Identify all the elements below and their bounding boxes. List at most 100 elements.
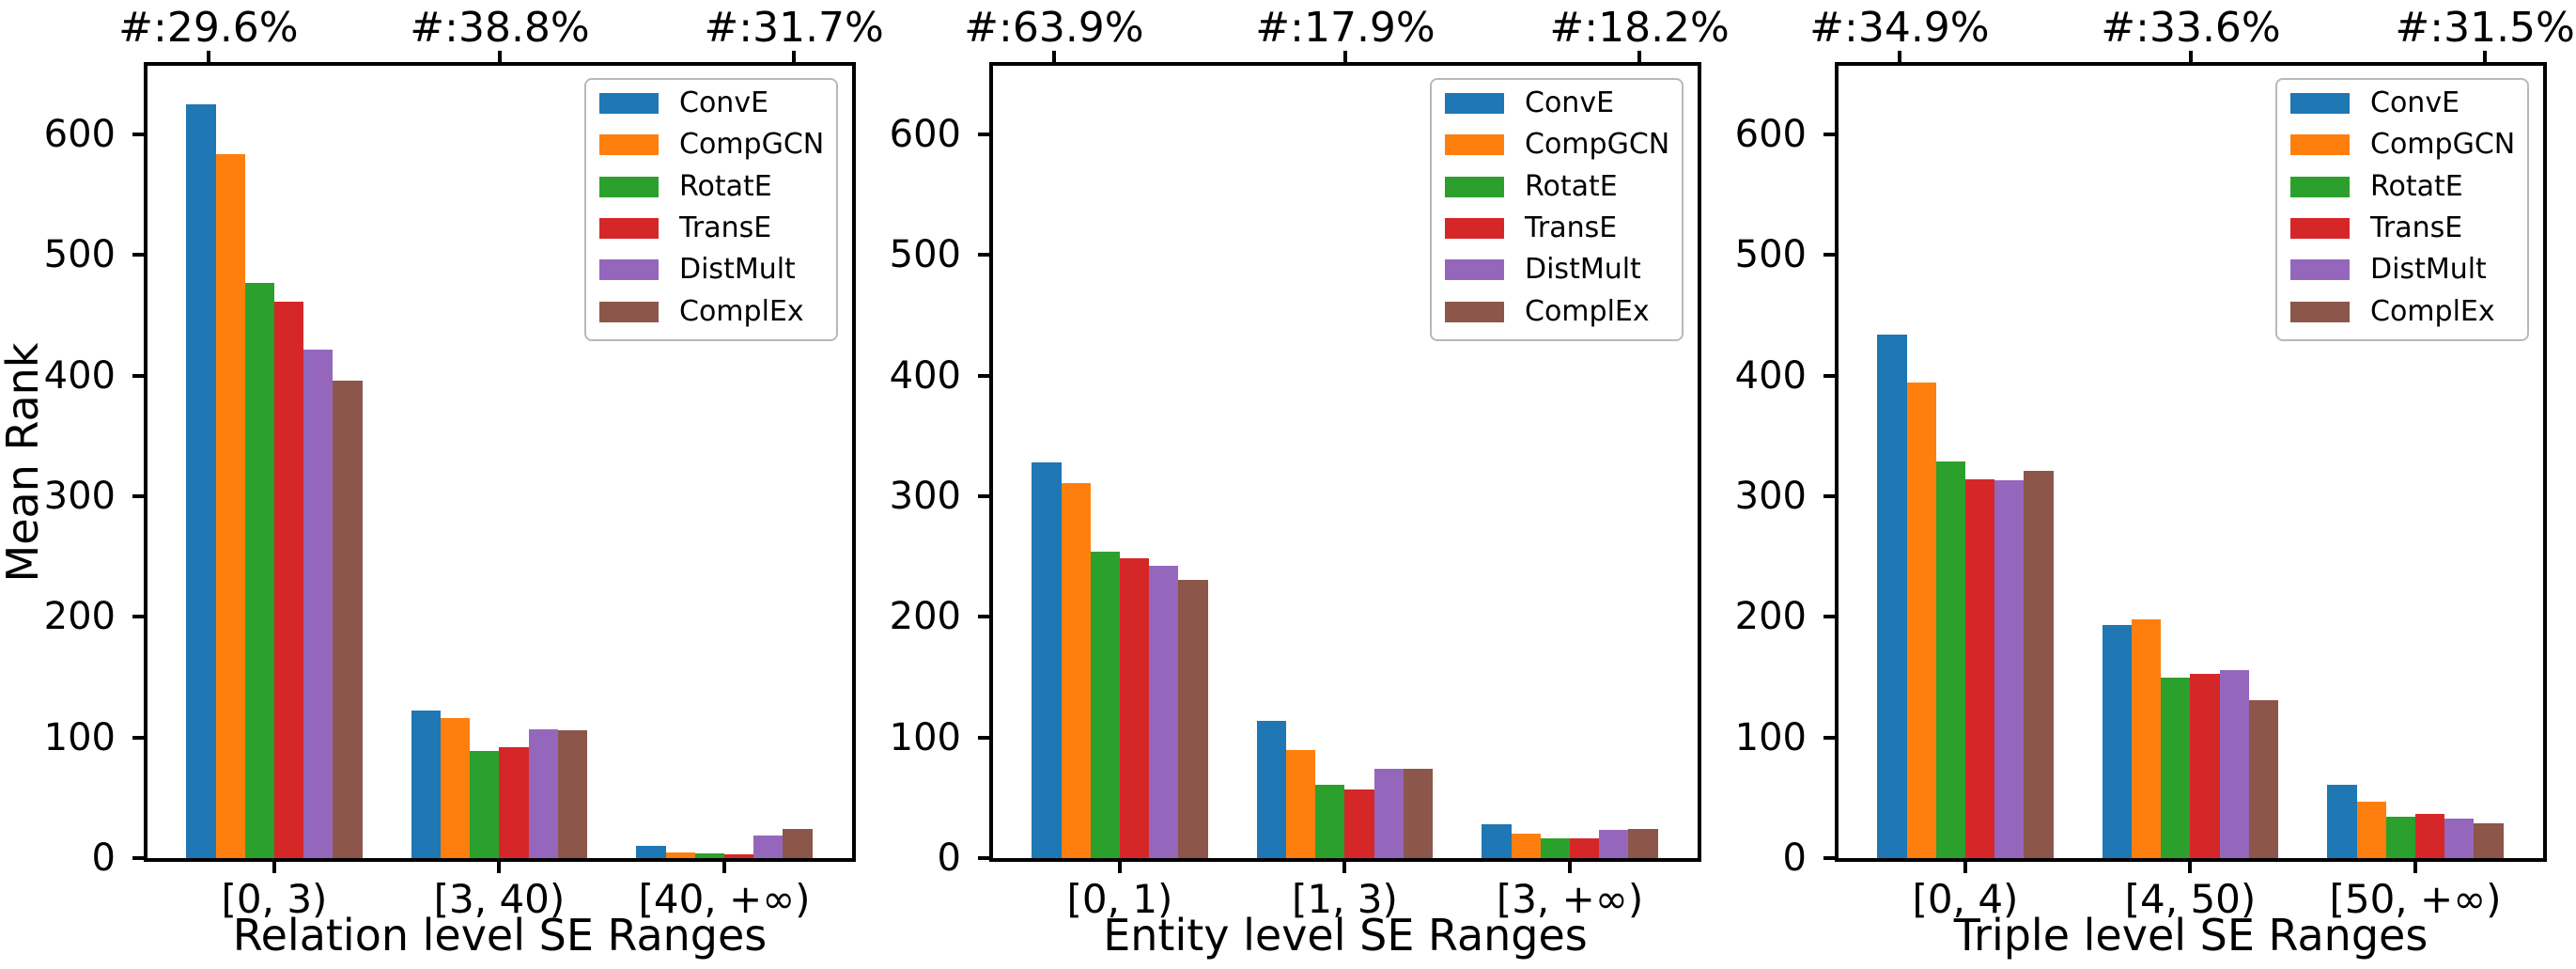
legend-box [584,78,838,341]
top-tick [2483,51,2488,62]
bar-conve-group1 [1877,335,1907,858]
y-tick [132,253,144,258]
top-tick [498,51,502,62]
x-tick [1118,862,1122,873]
bar-conve-group3 [1482,824,1512,858]
bar-distmult-group2 [528,728,558,858]
x-tick [1568,862,1573,873]
top-tick [1051,51,1056,62]
legend-label-compgcn: CompGCN [2370,128,2516,162]
legend-label-complex: ComplEx [2370,294,2495,328]
bar-conve-group1 [186,104,216,858]
bar-distmult-group3 [1599,830,1629,858]
legend-box [2275,78,2529,341]
bar-rotate-group3 [1540,838,1570,858]
y-tick [1823,735,1835,740]
legend-label-transe: TransE [1525,211,1618,244]
group-share-annotation: #:17.9% [1255,4,1435,52]
y-tick [978,615,989,619]
x-axis-label: Triple level SE Ranges [1953,910,2429,961]
x-tick [272,862,276,873]
y-tick [1823,856,1835,860]
y-tick-label: 500 [889,233,961,277]
bar-compgcn-group1 [1061,482,1091,858]
bar-transe-group3 [2415,813,2445,858]
legend-swatch-compgcn [2290,134,2350,156]
plot-area-entity-level [989,62,1701,862]
y-tick [978,373,989,378]
y-tick-label: 0 [937,836,961,880]
bar-conve-group2 [411,711,442,858]
bar-compgcn-group1 [215,153,245,858]
legend-swatch-conve [1445,93,1504,114]
legend-swatch-conve [2290,93,2350,114]
legend-label-rotate: RotatE [679,169,772,203]
group-share-annotation: #:29.6% [118,4,299,52]
legend-label-transe: TransE [2370,211,2463,244]
y-tick-label: 0 [91,836,116,880]
y-tick [978,735,989,740]
y-tick-label: 100 [1734,715,1807,759]
bar-transe-group1 [274,302,304,858]
legend-label-conve: ConvE [679,86,769,119]
x-tick [2413,862,2418,873]
legend-swatch-distmult [1445,259,1504,281]
y-tick [132,373,144,378]
y-tick-label: 600 [889,113,961,157]
y-tick-label: 500 [1734,233,1807,277]
top-tick [2189,51,2193,62]
legend-swatch-compgcn [599,134,659,156]
group-share-annotation: #:63.9% [964,4,1144,52]
bar-complex-group3 [1628,829,1658,858]
plot-area-relation-level [144,62,856,862]
x-tick [722,862,727,873]
y-tick-label: 0 [1782,836,1807,880]
top-tick [1637,51,1642,62]
bar-rotate-group2 [470,750,500,858]
bar-transe-group2 [2190,673,2220,858]
bar-conve-group2 [2102,625,2133,858]
group-share-annotation: #:33.6% [2101,4,2281,52]
bar-conve-group1 [1032,462,1062,858]
bar-complex-group2 [1403,769,1434,858]
y-tick [1823,253,1835,258]
legend-swatch-complex [1445,301,1504,322]
bar-distmult-group1 [1994,480,2025,858]
bar-compgcn-group2 [2132,618,2162,858]
bar-complex-group3 [2474,822,2504,858]
y-tick-label: 400 [43,353,116,398]
y-tick [1823,615,1835,619]
y-tick-label: 100 [889,715,961,759]
legend-box [1430,78,1684,341]
x-tick [1342,862,1347,873]
bar-rotate-group1 [1935,461,1965,858]
bar-rotate-group3 [2385,817,2415,858]
legend-label-rotate: RotatE [2370,169,2463,203]
group-share-annotation: #:18.2% [1549,4,1730,52]
x-axis-label: Entity level SE Ranges [1103,910,1588,961]
legend-swatch-compgcn [1445,134,1504,156]
bar-complex-group2 [557,729,588,858]
legend-swatch-rotate [599,176,659,197]
bar-distmult-group2 [2219,669,2249,858]
bar-rotate-group1 [244,282,274,858]
y-tick-label: 400 [889,353,961,398]
bar-distmult-group2 [1373,769,1404,858]
bar-rotate-group1 [1090,552,1120,858]
top-tick [1343,51,1347,62]
x-tick-label: [0, 4) [1912,876,2019,922]
y-tick-label: 200 [1734,595,1807,639]
bar-transe-group3 [1570,838,1600,858]
y-tick [132,615,144,619]
group-share-annotation: #:38.8% [410,4,590,52]
legend-swatch-complex [599,301,659,322]
x-tick [1963,862,1967,873]
legend-label-conve: ConvE [2370,86,2460,119]
group-share-annotation: #:31.5% [2395,4,2575,52]
bar-distmult-group3 [2444,818,2475,858]
bar-rotate-group3 [694,852,724,858]
legend-swatch-transe [2290,217,2350,239]
legend-label-distmult: DistMult [2370,253,2487,287]
group-share-annotation: #:34.9% [1809,4,1990,52]
top-tick [792,51,797,62]
